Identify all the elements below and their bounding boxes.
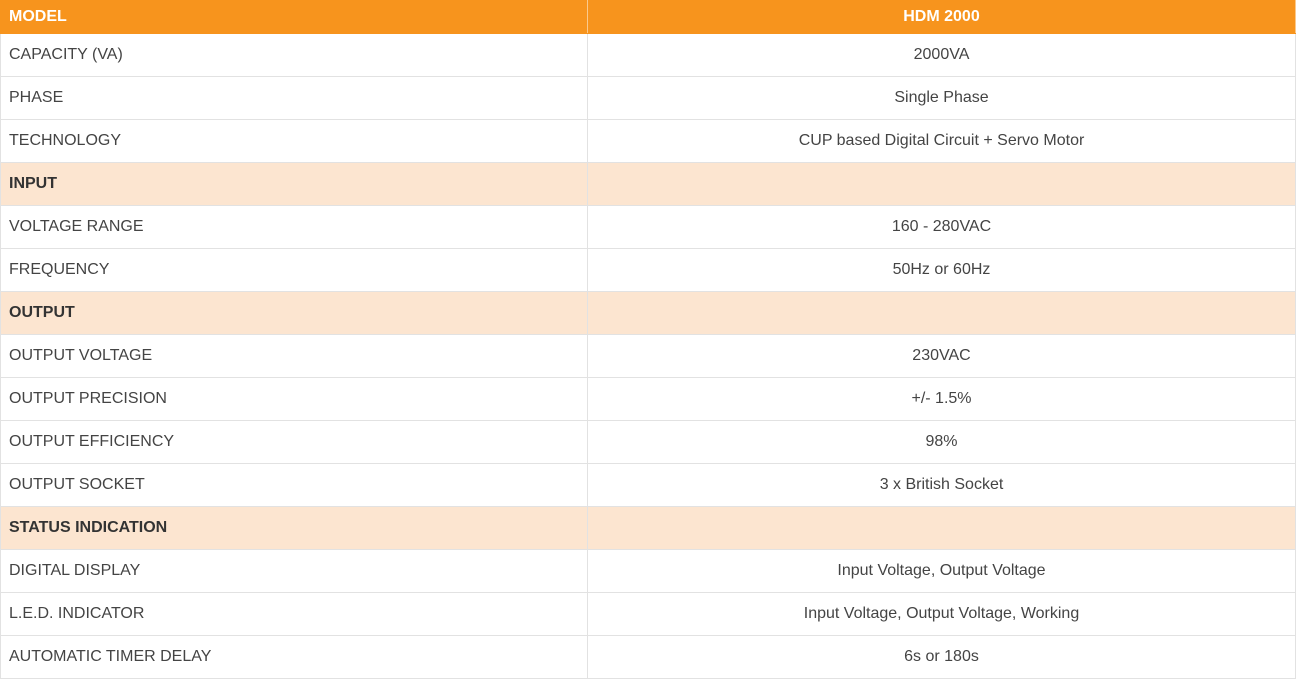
spec-value: 98% [587, 420, 1296, 464]
section-blank [587, 291, 1296, 335]
spec-value: 50Hz or 60Hz [587, 248, 1296, 292]
spec-label: FREQUENCY [0, 248, 588, 292]
section-row: INPUT [0, 162, 1296, 206]
spec-value: Input Voltage, Output Voltage, Working [587, 592, 1296, 636]
section-label: STATUS INDICATION [0, 506, 588, 550]
header-cell: HDM 2000 [587, 0, 1296, 34]
header-row: MODEL HDM 2000 [0, 0, 1296, 34]
spec-label: CAPACITY (VA) [0, 33, 588, 77]
spec-row: CAPACITY (VA) 2000VA [0, 33, 1296, 77]
section-label: OUTPUT [0, 291, 588, 335]
spec-label: OUTPUT VOLTAGE [0, 334, 588, 378]
spec-value: +/- 1.5% [587, 377, 1296, 421]
spec-row: L.E.D. INDICATOR Input Voltage, Output Vo… [0, 592, 1296, 636]
spec-table: MODEL HDM 2000 CAPACITY (VA) 2000VA PHASE S… [0, 0, 1296, 679]
spec-row: OUTPUT PRECISION +/- 1.5% [0, 377, 1296, 421]
spec-row: VOLTAGE RANGE 160 - 280VAC [0, 205, 1296, 249]
spec-value: 3 x British Socket [587, 463, 1296, 507]
spec-label: AUTOMATIC TIMER DELAY [0, 635, 588, 679]
spec-row: OUTPUT VOLTAGE 230VAC [0, 334, 1296, 378]
spec-row: OUTPUT EFFICIENCY 98% [0, 420, 1296, 464]
section-blank [587, 162, 1296, 206]
section-row: OUTPUT [0, 291, 1296, 335]
header-cell: MODEL [0, 0, 588, 34]
spec-value: 6s or 180s [587, 635, 1296, 679]
spec-label: VOLTAGE RANGE [0, 205, 588, 249]
spec-value: CUP based Digital Circuit + Servo Motor [587, 119, 1296, 163]
table-body: MODEL HDM 2000 CAPACITY (VA) 2000VA PHASE S… [0, 0, 1296, 679]
spec-row: FREQUENCY 50Hz or 60Hz [0, 248, 1296, 292]
spec-value: 2000VA [587, 33, 1296, 77]
spec-label: DIGITAL DISPLAY [0, 549, 588, 593]
spec-value: 230VAC [587, 334, 1296, 378]
section-label: INPUT [0, 162, 588, 206]
spec-label: OUTPUT EFFICIENCY [0, 420, 588, 464]
spec-row: AUTOMATIC TIMER DELAY 6s or 180s [0, 635, 1296, 679]
spec-row: OUTPUT SOCKET 3 x British Socket [0, 463, 1296, 507]
section-row: STATUS INDICATION [0, 506, 1296, 550]
spec-value: Input Voltage, Output Voltage [587, 549, 1296, 593]
spec-label: PHASE [0, 76, 588, 120]
spec-value: 160 - 280VAC [587, 205, 1296, 249]
spec-label: OUTPUT SOCKET [0, 463, 588, 507]
spec-label: L.E.D. INDICATOR [0, 592, 588, 636]
spec-label: TECHNOLOGY [0, 119, 588, 163]
spec-row: PHASE Single Phase [0, 76, 1296, 120]
section-blank [587, 506, 1296, 550]
spec-row: DIGITAL DISPLAY Input Voltage, Output Vol… [0, 549, 1296, 593]
spec-row: TECHNOLOGY CUP based Digital Circuit + Se… [0, 119, 1296, 163]
spec-label: OUTPUT PRECISION [0, 377, 588, 421]
spec-value: Single Phase [587, 76, 1296, 120]
